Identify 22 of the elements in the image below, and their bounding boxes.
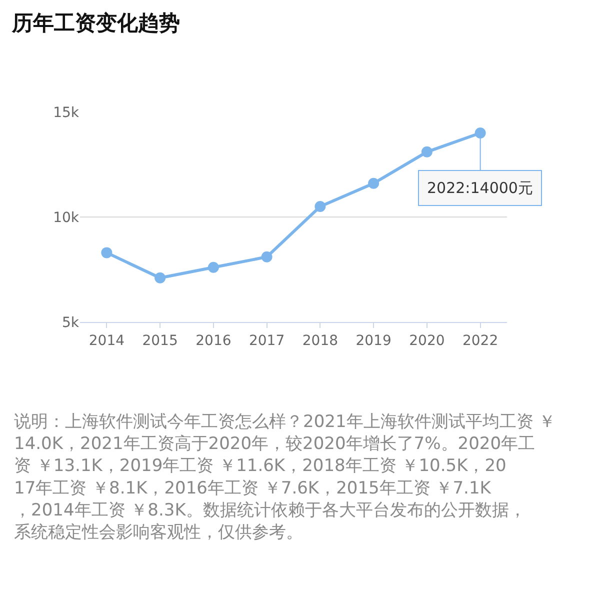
point <box>154 272 166 284</box>
point <box>101 247 112 258</box>
x-tick-label: 2017 <box>248 332 285 349</box>
point <box>421 146 432 158</box>
point <box>208 262 219 273</box>
annotation: 2022:14000元 <box>427 179 533 197</box>
text: 说明：上海软件测试今年工资怎么样？2021年上海软件测试平均工资 ￥14.0K，2021年工资高于2020年，较2020年增长了7%。2020年工资 ￥13.1K，2019年工资 ￥11.6K，2018年工资 ￥10.5K，2017年工资 ￥8.1K，2016年工资 ￥7.6K，2015年工资 ￥7.1K，2014年工资 ￥8.3K。数据统计依赖于各大平台发布的公开数据，系统稳定性会影响客观性，仅供参考。 <box>14 412 556 542</box>
chart-title: 历年工资变化趋势 <box>11 10 180 35</box>
x-tick-label: 2022 <box>462 332 498 349</box>
x-tick-label: 2020 <box>409 332 445 349</box>
point <box>368 178 380 189</box>
y-tick-label: 15k <box>53 104 80 121</box>
y-tick-label: 10k <box>53 210 80 226</box>
x-tick-label: 2016 <box>196 332 232 349</box>
point <box>261 251 272 262</box>
x-tick-label: 2019 <box>356 332 392 349</box>
x-tick-label: 2015 <box>142 332 178 349</box>
y-tick-label: 5k <box>62 314 80 331</box>
x-tick-label: 2018 <box>302 332 338 349</box>
point <box>314 201 326 212</box>
x-tick-label: 2014 <box>88 332 125 349</box>
point <box>474 128 486 138</box>
